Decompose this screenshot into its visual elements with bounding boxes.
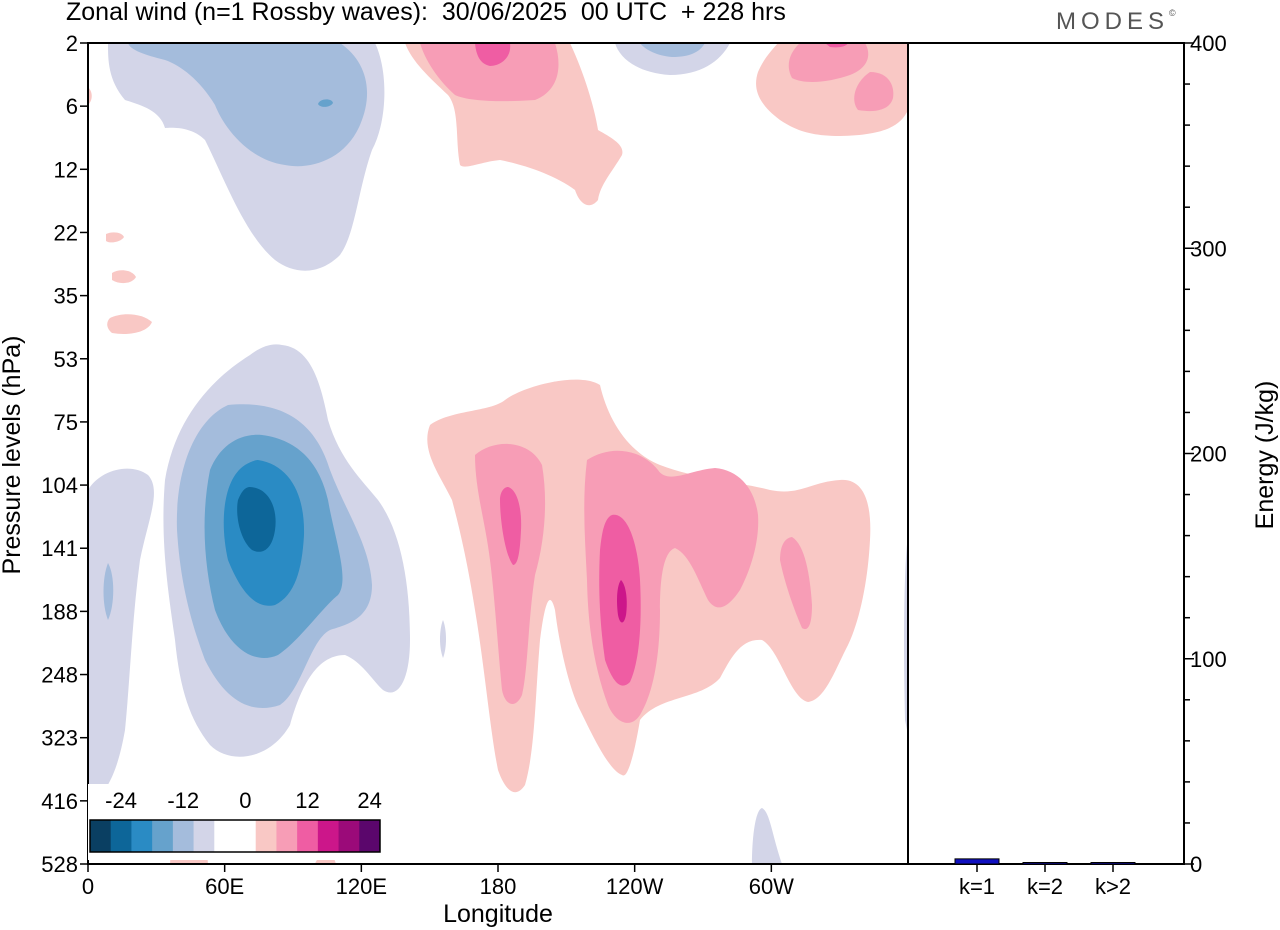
colorbar-label: 0 (239, 788, 251, 813)
y-tick-label: 75 (54, 410, 78, 435)
y-tick-label: 141 (41, 536, 78, 561)
y-tick-label: 12 (54, 157, 78, 182)
colorbar-swatch (110, 820, 132, 852)
colorbar-frame (89, 819, 381, 853)
colorbar-label: 12 (295, 788, 319, 813)
energy-tick-label: 300 (1190, 236, 1227, 261)
upper-positive-60w-core (825, 43, 848, 48)
energy-tick-label: 0 (1190, 852, 1202, 877)
lower-positive-120w-core (617, 580, 627, 623)
colorbar-swatch (317, 820, 340, 852)
colorbar-label: -12 (167, 788, 199, 813)
colorbar-swatch (214, 820, 236, 852)
y-axis-title: Pressure levels (hPa) (0, 336, 26, 575)
upper-negative-top-right (615, 43, 730, 75)
colorbar-label: 24 (357, 788, 381, 813)
y-tick-label: 22 (54, 220, 78, 245)
y-tick-label: 104 (41, 473, 78, 498)
y-tick-label: 188 (41, 599, 78, 624)
small-positive-45 (107, 314, 152, 334)
negative-wind-contours (88, 43, 908, 864)
colorbar-swatch (193, 820, 215, 852)
contour-panel: 0 60E 120E 180 120W 60W 2 6 12 22 35 53 75 104 141 188… (0, 31, 909, 928)
lower-positive-180-mid (475, 443, 546, 705)
colorbar-swatch (276, 820, 298, 852)
y-tick-label: 528 (41, 852, 78, 877)
energy-category-label: k=2 (1027, 874, 1063, 899)
colorbar-swatch (131, 820, 153, 852)
y-axis: 2 6 12 22 35 53 75 104 141 188 248 323 416 528 (41, 31, 88, 877)
energy-axis-title: Energy (J/kg) (1251, 381, 1279, 530)
upper-positive-180-mid (420, 43, 559, 102)
colorbar-labels: -24 -12 0 12 24 (105, 788, 382, 813)
colorbar-swatch (255, 820, 277, 852)
colorbar-swatch (152, 820, 174, 852)
energy-category-label: k=1 (959, 874, 995, 899)
left-edge-negative-core (103, 563, 114, 620)
energy-x-axis: k=1 k=2 k>2 (959, 864, 1131, 899)
y-tick-label: 6 (66, 94, 78, 119)
upper-negative-core (318, 99, 333, 107)
colorbar-swatch (338, 820, 360, 852)
energy-y-axis: 0 100 200 300 400 (1184, 31, 1227, 877)
energy-bar (1090, 862, 1136, 865)
energy-bar (1022, 862, 1068, 865)
energy-tick-label: 400 (1190, 31, 1227, 56)
energy-bar (954, 858, 1000, 865)
energy-panel: k=1 k=2 k>2 0 100 200 300 400 Energy (J/kg) (907, 31, 1279, 899)
x-axis-title: Longitude (443, 900, 553, 928)
colorbar: -24 -12 0 12 24 (88, 784, 384, 860)
upper-negative-mid (128, 43, 368, 167)
colorbar-swatch (90, 820, 112, 852)
energy-plot-frame (907, 42, 1185, 865)
y-tick-label: 35 (54, 284, 78, 309)
upper-positive-180-core (475, 43, 511, 66)
upper-positive-60w-mid (788, 43, 869, 82)
energy-tick-label: 100 (1190, 647, 1227, 672)
small-negative-blob (440, 620, 446, 658)
colorbar-swatch (172, 820, 195, 852)
energy-tick-label: 200 (1190, 442, 1227, 467)
x-tick-label: 180 (480, 874, 517, 899)
bottom-negative-blob (752, 808, 782, 864)
small-positive-35 (112, 270, 136, 284)
lower-positive-60w-mid (780, 537, 812, 630)
lower-negative-core (237, 487, 276, 552)
small-positive-22 (106, 232, 124, 243)
colorbar-swatch (235, 820, 257, 852)
positive-wind-contours (88, 43, 908, 864)
colorbar-swatches (90, 820, 381, 852)
x-tick-label: 120E (336, 874, 387, 899)
colorbar-label: -24 (105, 788, 137, 813)
x-axis: 0 60E 120E 180 120W 60W (82, 864, 794, 899)
upper-negative-top-right-core (640, 43, 705, 57)
upper-positive-60w-lobe (854, 72, 894, 112)
brand-logo: MODES© (1056, 8, 1176, 35)
y-tick-label: 53 (54, 347, 78, 372)
energy-category-label: k>2 (1095, 874, 1131, 899)
x-tick-label: 0 (82, 874, 94, 899)
chart-title: Zonal wind (n=1 Rossby waves): 30/06/202… (66, 0, 786, 26)
x-tick-label: 60W (749, 874, 794, 899)
y-tick-label: 2 (66, 31, 78, 56)
x-tick-label: 120W (606, 874, 664, 899)
x-tick-label: 60E (205, 874, 244, 899)
left-edge-negative (88, 468, 154, 800)
y-tick-label: 416 (41, 789, 78, 814)
colorbar-swatch (359, 820, 381, 852)
y-tick-label: 323 (41, 726, 78, 751)
y-tick-label: 248 (41, 663, 78, 688)
lower-positive-180-core (500, 487, 522, 565)
colorbar-swatch (297, 820, 319, 852)
